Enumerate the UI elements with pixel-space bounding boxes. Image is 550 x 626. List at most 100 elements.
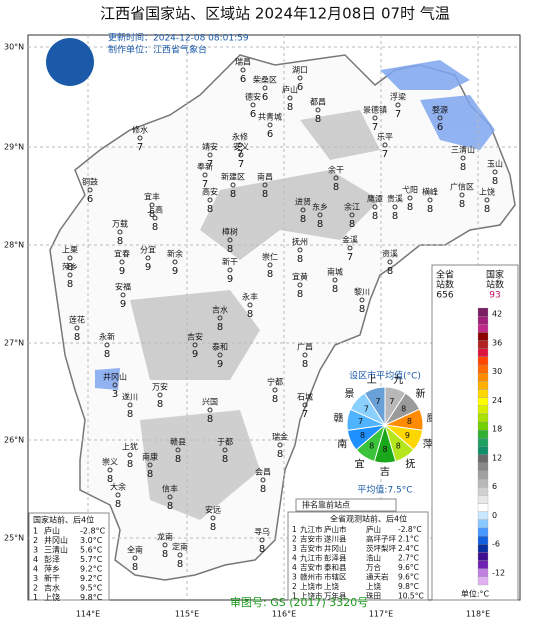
all-cell: 1 <box>292 592 297 601</box>
station-value: 9 <box>145 262 151 273</box>
station-dot <box>175 447 181 453</box>
lon-label: 117°E <box>369 610 393 619</box>
color-swatch <box>477 307 489 317</box>
all-cell: 上饶市 <box>300 581 323 591</box>
station-name: 宁都 <box>267 377 283 387</box>
station-value: 8 <box>217 322 223 333</box>
station-value: 8 <box>302 359 308 370</box>
station-dot <box>87 187 93 193</box>
lat-label: 27°N <box>4 339 24 348</box>
station-dot <box>167 494 173 500</box>
station-dot <box>262 182 268 188</box>
station-value: 7 <box>207 159 213 170</box>
station-name: 永修 <box>232 132 248 142</box>
legend-count: 国家 <box>486 269 504 281</box>
station-name: 金溪 <box>342 235 358 245</box>
nat-cell: 9.5°C <box>80 584 103 593</box>
producer: 制作单位：江西省气象台 <box>108 44 207 56</box>
station-dot <box>262 85 268 91</box>
station-value: 6 <box>250 109 256 120</box>
nat-cell: 9.8°C <box>80 593 103 602</box>
station-value: 8 <box>207 204 213 215</box>
color-swatch <box>477 340 489 349</box>
station-dot <box>333 175 339 181</box>
lat-label: 25°N <box>4 534 24 543</box>
station-name: 柴桑区 <box>253 75 277 85</box>
all-cell: 泰和县 <box>324 562 347 572</box>
all-cell: 九江市 <box>300 524 323 534</box>
station-value: 7 <box>137 142 143 153</box>
station-value: 8 <box>247 309 253 320</box>
station-dot <box>240 67 246 73</box>
approval: 审图号: GS (2017) 3320号 <box>230 595 368 609</box>
nat-cell: -2.8°C <box>80 527 106 536</box>
color-swatch <box>477 552 489 561</box>
legend-tick: 0 <box>492 511 497 520</box>
pie-city: 吉 <box>380 466 390 478</box>
pie-value: 8 <box>360 431 365 440</box>
pie-chart: 设区市平均值(°C)7九8新8鹰9萍8抚8吉8宜8南7赣7景7上平均值:7.5°… <box>333 370 436 496</box>
legend-count: 全省 <box>436 269 454 281</box>
nat-cell: 1 <box>33 593 38 602</box>
station-value: 7 <box>302 409 308 420</box>
all-cell: 浩山 <box>366 553 381 563</box>
pie-slice <box>363 386 386 427</box>
all-cell: 珠田 <box>366 591 381 601</box>
station-dot <box>132 555 138 561</box>
station-name: 永丰 <box>242 292 258 302</box>
color-swatch <box>477 511 489 520</box>
station-value: 8 <box>349 219 355 230</box>
station-dot <box>315 107 321 113</box>
station-value: 9 <box>192 349 198 360</box>
legend-tick: 6 <box>492 482 497 491</box>
legend-tick: 18 <box>492 425 502 434</box>
station-dot <box>277 442 283 448</box>
lon-label: 114°E <box>76 610 100 619</box>
station-value: 6 <box>297 82 303 93</box>
all-cell: 上饶 <box>366 581 381 591</box>
station-dot <box>152 215 158 221</box>
nat-cell: 1 <box>33 527 38 536</box>
station-dot <box>127 402 133 408</box>
station-dot <box>147 462 153 468</box>
station-dot <box>247 302 253 308</box>
nat-cell: 萍乡 <box>44 564 60 574</box>
station-dot <box>250 102 256 108</box>
all-cell: 万合 <box>366 562 381 572</box>
station-name: 莲花 <box>69 315 85 325</box>
station-name: 信丰 <box>162 484 178 494</box>
pie-average: 平均值:7.5°C <box>357 484 412 496</box>
station-name: 萍乡 <box>62 262 78 272</box>
color-swatch <box>477 332 489 341</box>
station-value: 7 <box>202 179 208 190</box>
station-dot <box>302 402 308 408</box>
all-cell: 2 <box>292 582 297 591</box>
station-value: 8 <box>207 414 213 425</box>
station-name: 鹰潭 <box>367 194 383 204</box>
station-dot <box>392 204 398 210</box>
pie-value: 8 <box>407 417 412 426</box>
station-name: 余江 <box>344 202 360 212</box>
station-value: 8 <box>332 284 338 295</box>
station-dot <box>227 237 233 243</box>
station-value: 7 <box>238 159 244 170</box>
color-swatch <box>477 535 489 545</box>
all-cell: 4 <box>292 554 297 563</box>
color-swatch <box>477 364 489 374</box>
color-swatch <box>477 568 489 578</box>
all-cell: 4 <box>292 563 297 572</box>
color-swatch <box>477 560 489 569</box>
station-name: 东乡 <box>312 202 328 212</box>
station-name: 赣县 <box>170 437 186 447</box>
station-name: 井冈山 <box>103 372 127 382</box>
nat-cell: 4 <box>33 555 38 564</box>
station-name: 三清山 <box>451 145 475 155</box>
station-dot <box>127 452 133 458</box>
station-name: 樟树 <box>222 227 238 237</box>
all-box <box>287 511 429 601</box>
station-dot <box>115 492 121 498</box>
station-dot <box>372 115 378 121</box>
station-dot <box>137 135 143 141</box>
lon-label: 116°E <box>272 610 296 619</box>
